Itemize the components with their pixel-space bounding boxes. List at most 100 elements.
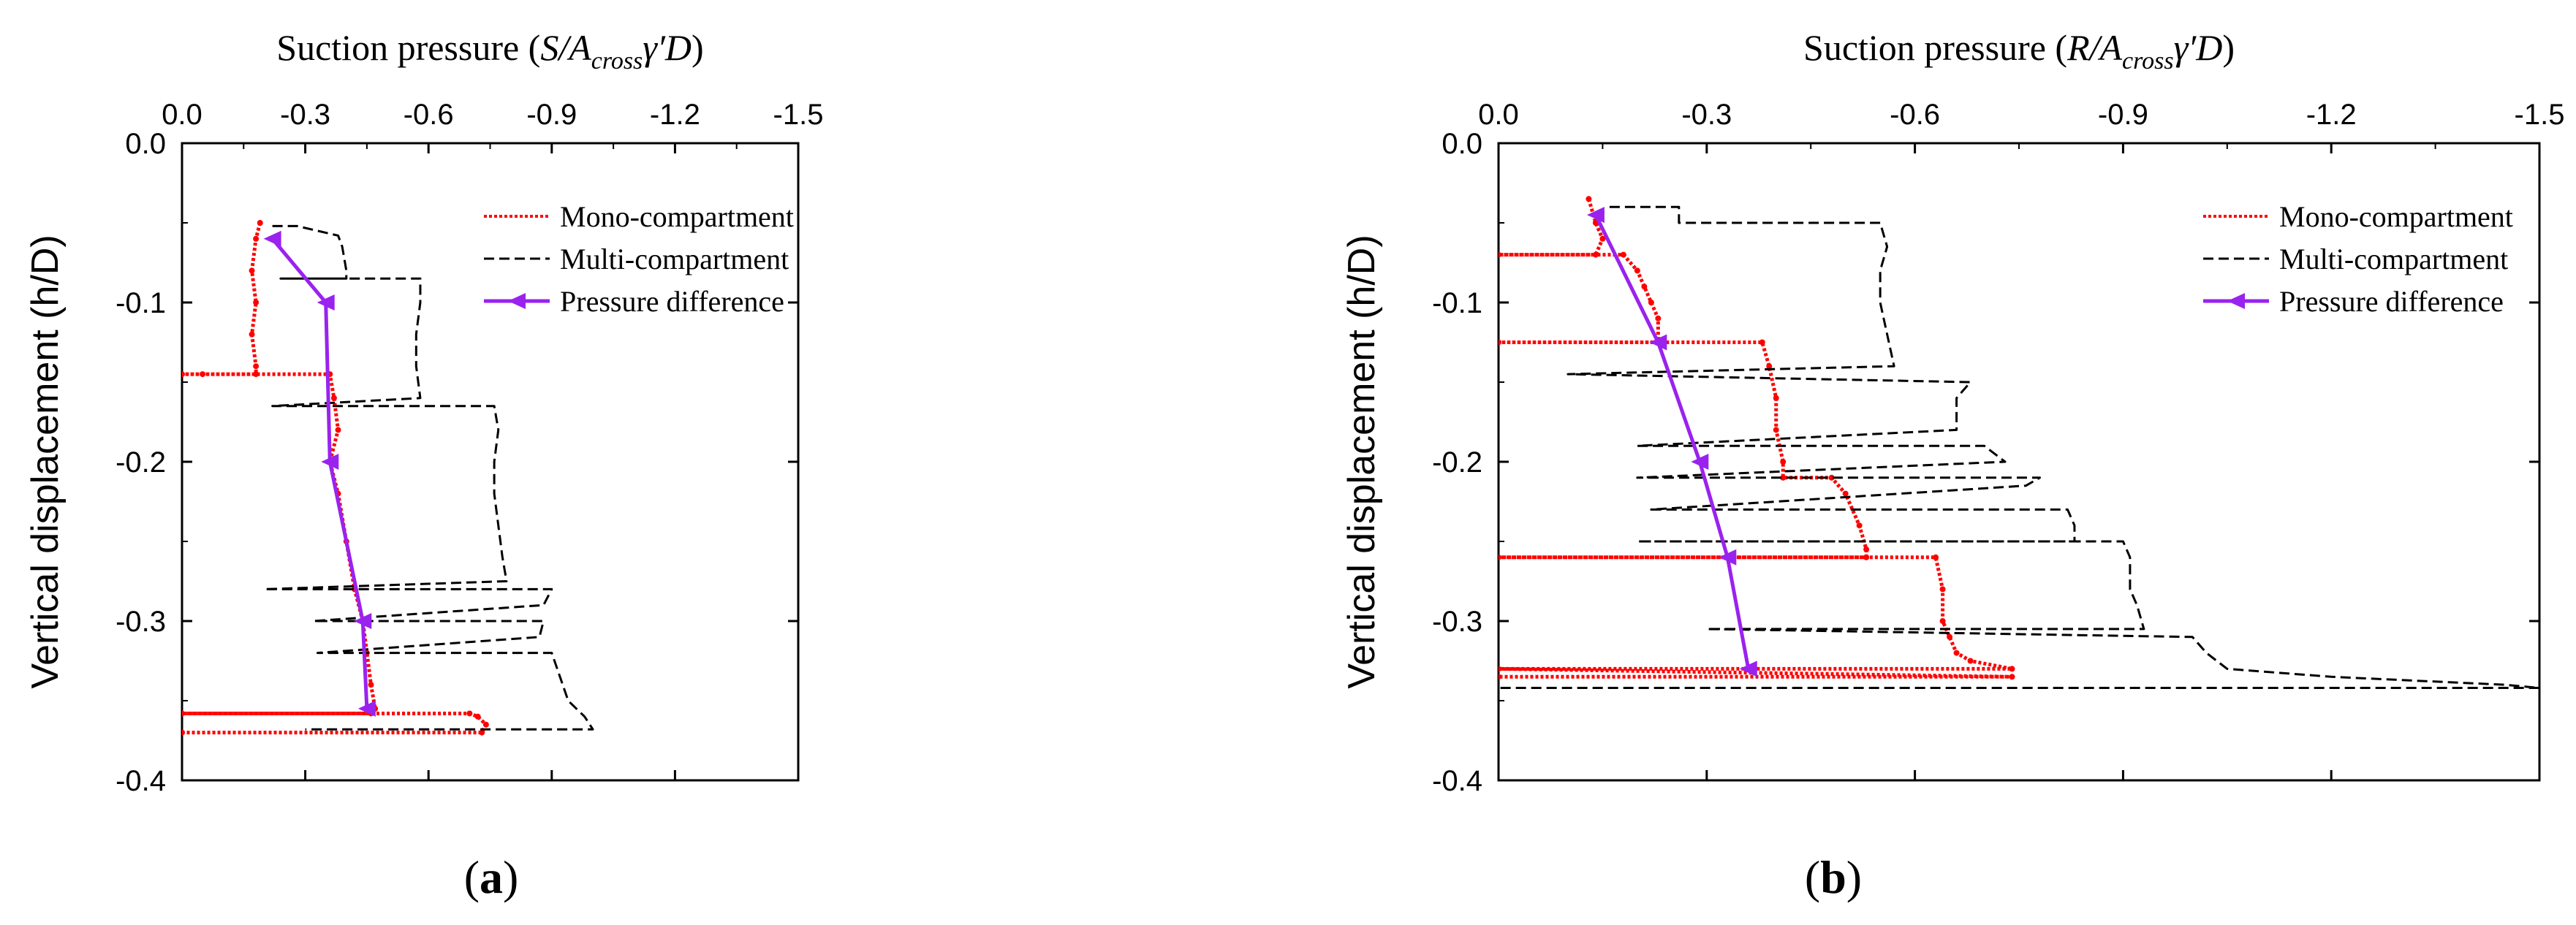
panel-b-x-title-tail: γ′D: [2174, 27, 2223, 68]
panel-b-legend-item: Pressure difference: [2203, 285, 2504, 318]
panel-b-mono-point: [1842, 490, 1849, 497]
panel-a-x-tick-label: -0.9: [526, 99, 577, 131]
panel-b-mono-point: [2009, 674, 2015, 680]
chart-panel-b: 0.0 -0.3 -0.6 -0.9 -1.2 -1.5 0.0 -0.1 -0.2 -0.3 -0…: [1341, 27, 2564, 903]
panel-b-legend-label: Multi-compartment: [2279, 243, 2508, 275]
panel-b-pressure-marker: [1649, 334, 1667, 351]
panel-b-panel-label-open: (: [1805, 851, 1820, 903]
panel-a-mono-point: [182, 371, 185, 378]
panel-b-mono-point: [1863, 546, 1870, 552]
panel-b-panel-label-letter: b: [1820, 851, 1846, 903]
panel-b-mono-point: [1939, 618, 1946, 624]
panel-b-legend-item: Mono-compartment: [2203, 200, 2513, 233]
panel-b-mono-point: [1655, 315, 1662, 321]
panel-a-y-tick-label: -0.1: [115, 287, 166, 319]
panel-b-mono-point: [1499, 251, 1501, 258]
panel-b-x-title-sub: cross: [2122, 47, 2174, 75]
panel-b-x-tick-label: -0.9: [2098, 99, 2148, 131]
panel-a-mono-point: [253, 300, 260, 305]
panel-b-x-axis-title: Suction pressure (R/Acrossγ′D): [1803, 27, 2235, 75]
panel-b-mono-point: [1863, 554, 1870, 560]
panel-a-x-title-var: S/A: [540, 27, 591, 68]
panel-b-series-black-dashed: [1499, 205, 2539, 690]
panel-b-mono-point: [1939, 586, 1946, 593]
panel-a-mono-point: [335, 427, 341, 433]
panel-b-y-tick-label: -0.4: [1432, 765, 1482, 797]
panel-a-mono-point: [253, 363, 260, 370]
panel-b-pressure-marker: [1586, 207, 1605, 224]
panel-b-mono-point: [1499, 554, 1501, 560]
panel-b-y-tick-label: 0.0: [1442, 128, 1482, 160]
panel-a-data-area: [182, 220, 594, 736]
panel-a-legend-item: Multi-compartment: [484, 243, 789, 275]
panel-b-x-tick-label: -0.3: [1681, 99, 1732, 131]
panel-a-x-title-main: Suction pressure (: [276, 27, 540, 68]
panel-a-y-tick-label: -0.3: [115, 606, 166, 638]
panel-a-mono-point: [200, 371, 206, 378]
panel-a-x-tick-label: -1.2: [650, 99, 700, 131]
panel-b-pressure-marker: [1719, 549, 1737, 566]
panel-a-x-title-close: ): [692, 27, 704, 68]
panel-a-x-tick-label: 0.0: [162, 99, 202, 131]
panel-a-mono-point: [482, 721, 489, 728]
panel-b-y-tick-label: -0.3: [1432, 606, 1482, 638]
panel-b-legend-marker-pressure: [2227, 293, 2245, 309]
panel-b-mono-point: [1599, 235, 1606, 242]
panel-a-mono-point: [249, 267, 255, 274]
panel-b-y-axis-title: Vertical displacement (h/D): [1341, 235, 1383, 688]
panel-b-mono-point: [1947, 633, 1953, 640]
panel-a-mono-point: [368, 682, 374, 688]
panel-b-legend-item: Multi-compartment: [2203, 243, 2508, 275]
panel-a-x-tick-label: -1.5: [773, 99, 824, 131]
panel-a-legend-label: Multi-compartment: [560, 243, 789, 275]
panel-a-x-title-sub: cross: [591, 47, 643, 75]
panel-a-pressure-marker: [354, 613, 372, 629]
panel-a-mono-point: [182, 710, 185, 717]
panel-b-pressure-marker: [1691, 454, 1709, 470]
panel-b-x-title-var: R/A: [2067, 27, 2122, 68]
panel-a-panel-label: (a): [464, 851, 519, 903]
panel-b-x-title-close: ): [2222, 27, 2235, 68]
panel-a-panel-label-open: (: [464, 851, 480, 903]
panel-b-mono-point: [1759, 339, 1765, 346]
panel-b-mono-point: [1766, 363, 1773, 370]
panel-b-mono-point: [1499, 674, 1501, 680]
panel-a-x-tick-label: -0.6: [404, 99, 454, 131]
panel-b-mono-point: [1953, 650, 1960, 656]
panel-a-y-tick-label: -0.4: [115, 765, 166, 797]
panel-a-y-tick-label: -0.2: [115, 446, 166, 479]
panel-a-mono-point: [257, 220, 263, 226]
panel-a-series-purple-arrow: [270, 237, 369, 709]
panel-a-legend-item: Pressure difference: [484, 285, 784, 318]
panel-a-legend-label: Pressure difference: [560, 285, 784, 318]
panel-b-mono-point: [2009, 666, 2015, 672]
panel-b-mono-point: [1499, 339, 1501, 346]
panel-b-mono-point: [1641, 283, 1648, 290]
panel-b-x-tick-label: -1.5: [2515, 99, 2565, 131]
panel-a-pressure-marker: [357, 700, 376, 717]
panel-a-series-black-dashed: [262, 224, 594, 731]
panel-b-mono-point: [1773, 427, 1779, 433]
panel-a-mono-point: [330, 395, 337, 401]
panel-b-mono-point: [1592, 251, 1599, 258]
panel-b-x-title-main: Suction pressure (: [1803, 27, 2067, 68]
panel-b-panel-label: (b): [1805, 851, 1862, 903]
panel-a-mono-point: [253, 235, 260, 242]
panel-a-y-tick-label: 0.0: [125, 128, 166, 160]
panel-a-pressure-marker: [263, 230, 281, 247]
panel-b-pressure-marker: [1739, 661, 1757, 677]
panel-b-x-tick-label: -0.6: [1890, 99, 1940, 131]
panel-b-mono-point: [1586, 196, 1592, 202]
panel-a-mono-point: [253, 371, 260, 378]
panel-b-mono-point: [1967, 658, 1974, 664]
panel-a-legend-label: Mono-compartment: [560, 200, 794, 233]
panel-b-plot-frame: [1497, 142, 2541, 782]
panel-b-mono-point: [1780, 459, 1787, 465]
panel-b-y-tick-label: -0.1: [1432, 287, 1482, 319]
panel-b-mono-point: [1648, 300, 1654, 305]
panel-b-mono-point: [1773, 395, 1779, 401]
panel-b-mono-point: [1856, 522, 1863, 529]
panel-a-mono-point: [479, 729, 485, 736]
panel-b-mono-point: [1933, 554, 1939, 560]
